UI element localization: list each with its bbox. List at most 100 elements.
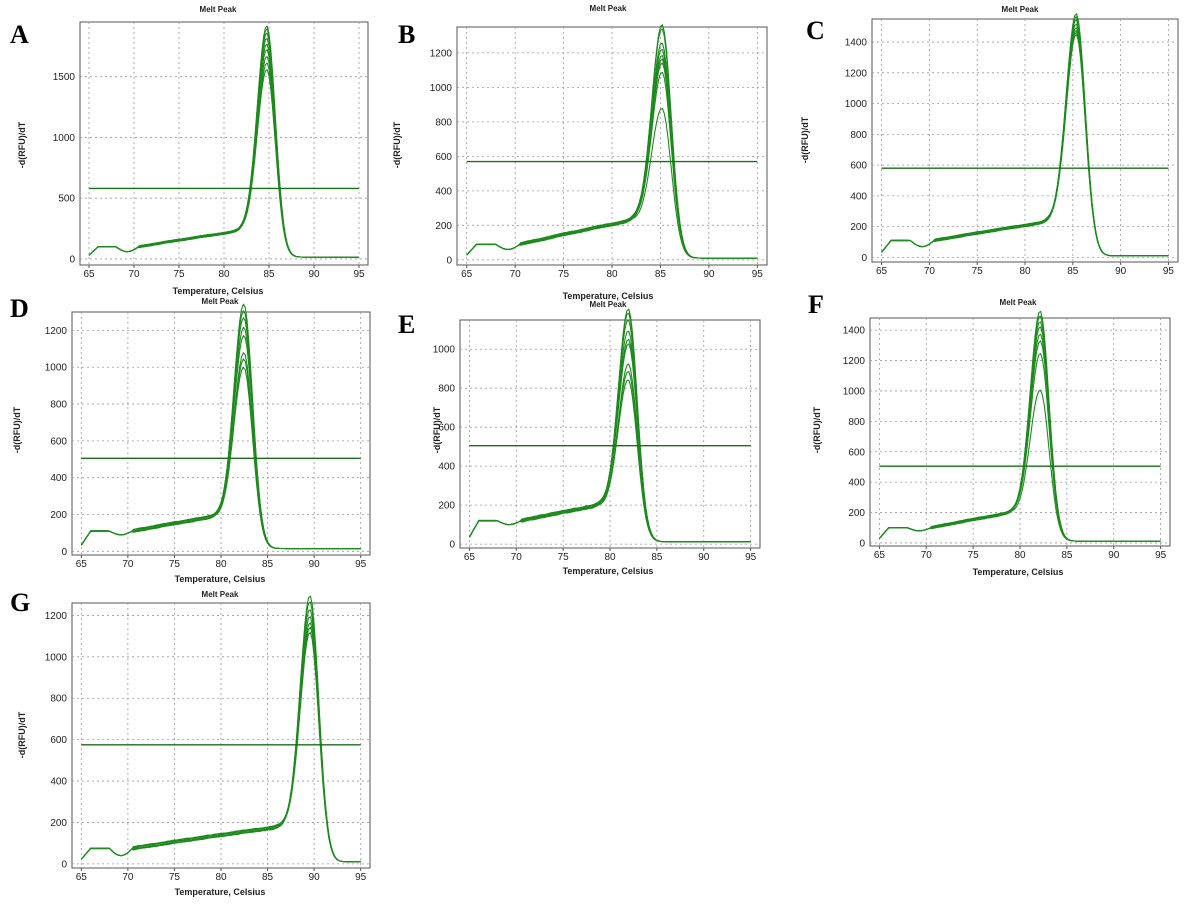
- chart-title: Melt Peak: [590, 300, 627, 309]
- x-tick-label: 75: [169, 872, 181, 883]
- y-tick-label: 200: [435, 221, 452, 232]
- x-tick-label: 85: [651, 552, 663, 563]
- panel-letter: F: [808, 290, 824, 319]
- x-tick-label: 90: [1108, 550, 1120, 561]
- y-tick-label: 500: [58, 194, 75, 205]
- y-axis-label: -d(RFU)/dT: [812, 406, 822, 453]
- x-tick-label: 80: [604, 552, 616, 563]
- y-tick-label: 1000: [45, 652, 68, 663]
- x-axis-label: Temperature, Celsius: [973, 567, 1064, 577]
- x-tick-label: 65: [461, 269, 473, 280]
- x-tick-label: 70: [924, 266, 936, 277]
- x-tick-label: 65: [76, 872, 88, 883]
- y-tick-label: 600: [435, 152, 452, 163]
- y-tick-label: 0: [446, 255, 452, 266]
- y-tick-label: 1200: [843, 356, 866, 367]
- x-tick-label: 90: [1115, 266, 1127, 277]
- x-axis-label: Temperature, Celsius: [173, 286, 264, 296]
- x-tick-label: 80: [1019, 266, 1031, 277]
- y-tick-label: 800: [50, 694, 67, 705]
- y-tick-label: 0: [61, 547, 67, 558]
- chart-title: Melt Peak: [1000, 298, 1037, 307]
- x-tick-label: 70: [510, 269, 522, 280]
- x-tick-label: 75: [169, 559, 181, 570]
- y-tick-label: 400: [848, 478, 865, 489]
- x-tick-label: 90: [698, 552, 710, 563]
- y-tick-label: 400: [850, 191, 867, 202]
- x-tick-label: 95: [745, 552, 757, 563]
- x-tick-label: 95: [355, 872, 367, 883]
- chart-title: Melt Peak: [202, 590, 239, 599]
- x-tick-label: 75: [558, 552, 570, 563]
- y-axis-label: -d(RFU)/dT: [12, 406, 22, 453]
- melt-curve-trace: [878, 389, 1161, 542]
- y-tick-label: 600: [848, 447, 865, 458]
- x-tick-label: 70: [921, 550, 933, 561]
- y-tick-label: 800: [50, 400, 67, 411]
- y-tick-label: 1000: [45, 363, 68, 374]
- y-tick-label: 400: [435, 186, 452, 197]
- x-tick-label: 90: [309, 559, 321, 570]
- x-tick-label: 70: [511, 552, 523, 563]
- y-tick-label: 800: [850, 130, 867, 141]
- y-tick-label: 0: [859, 538, 865, 549]
- y-tick-label: 1500: [53, 72, 76, 83]
- x-tick-label: 80: [606, 269, 618, 280]
- x-tick-label: 95: [355, 559, 367, 570]
- y-axis-label: -d(RFU)/dT: [800, 116, 810, 163]
- y-tick-label: 800: [435, 117, 452, 128]
- y-axis-label: -d(RFU)/dT: [392, 121, 402, 168]
- y-tick-label: 400: [50, 777, 67, 788]
- x-tick-label: 65: [874, 550, 886, 561]
- x-tick-label: 85: [263, 269, 275, 280]
- y-tick-label: 1200: [430, 48, 453, 59]
- x-tick-label: 70: [122, 559, 134, 570]
- y-axis-label: -d(RFU)/dT: [17, 121, 27, 168]
- chart-title: Melt Peak: [1002, 5, 1039, 14]
- melt-curve-trace: [466, 108, 758, 259]
- y-tick-label: 200: [850, 222, 867, 233]
- melt-curve-trace: [80, 632, 361, 863]
- x-tick-label: 80: [215, 872, 227, 883]
- panel-letter: B: [398, 20, 416, 49]
- y-tick-label: 1200: [45, 326, 68, 337]
- y-tick-label: 600: [438, 423, 455, 434]
- melt-curve-trace: [881, 34, 1169, 257]
- x-tick-label: 75: [558, 269, 570, 280]
- x-tick-label: 70: [122, 872, 134, 883]
- y-axis-label: -d(RFU)/dT: [432, 406, 442, 453]
- x-tick-label: 85: [262, 559, 274, 570]
- melt-curve-trace: [80, 366, 361, 550]
- x-tick-label: 95: [1163, 266, 1175, 277]
- x-tick-label: 95: [353, 269, 365, 280]
- panel-letter: C: [806, 16, 825, 45]
- y-tick-label: 1000: [53, 133, 76, 144]
- y-tick-label: 1200: [45, 611, 68, 622]
- y-axis-label: -d(RFU)/dT: [17, 711, 27, 758]
- x-tick-label: 90: [308, 269, 320, 280]
- y-tick-label: 1000: [430, 83, 453, 94]
- x-tick-label: 85: [1067, 266, 1079, 277]
- x-tick-label: 85: [655, 269, 667, 280]
- x-tick-label: 65: [876, 266, 888, 277]
- x-tick-label: 75: [972, 266, 984, 277]
- y-tick-label: 1000: [845, 99, 868, 110]
- y-tick-label: 600: [850, 161, 867, 172]
- melt-curve-trace: [468, 379, 751, 543]
- y-tick-label: 1000: [843, 386, 866, 397]
- x-tick-label: 85: [262, 872, 274, 883]
- y-tick-label: 200: [50, 818, 67, 829]
- y-tick-label: 0: [61, 859, 67, 870]
- x-tick-label: 90: [703, 269, 715, 280]
- x-tick-label: 80: [215, 559, 227, 570]
- melt-curve-trace: [88, 69, 359, 258]
- y-tick-label: 400: [50, 473, 67, 484]
- x-axis-label: Temperature, Celsius: [563, 566, 654, 576]
- x-tick-label: 70: [128, 269, 140, 280]
